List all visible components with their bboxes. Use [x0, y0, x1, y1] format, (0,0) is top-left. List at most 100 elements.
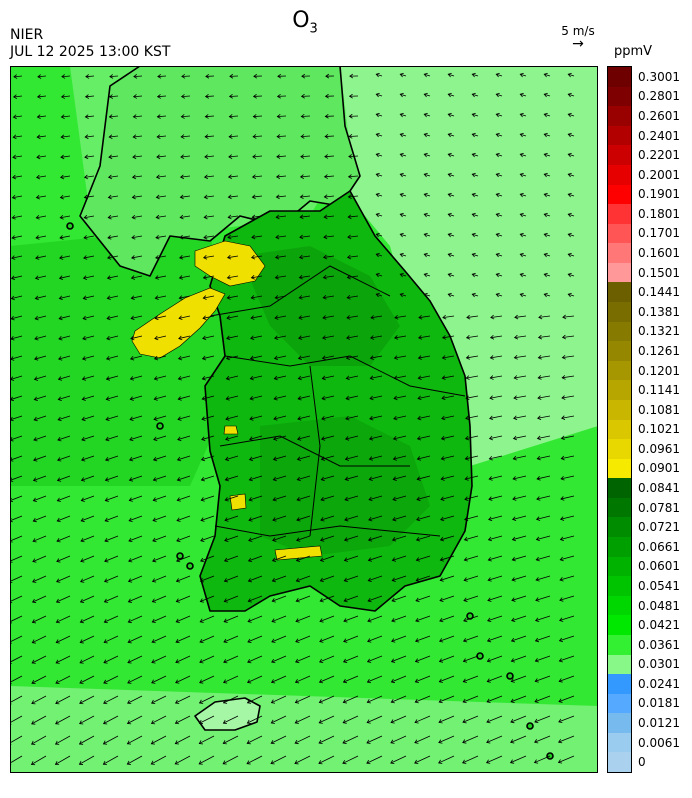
land-areas	[66, 66, 554, 760]
wind-vector-head	[80, 578, 85, 583]
wind-vector-arrow	[223, 675, 239, 683]
wind-vector-arrow	[131, 295, 143, 299]
wind-vector-arrow	[295, 675, 311, 683]
colorbar-swatch	[608, 204, 631, 225]
wind-vector-arrow	[376, 113, 383, 117]
wind-vector-arrow	[270, 755, 287, 764]
colorbar-swatch	[608, 556, 631, 577]
small-island	[186, 562, 194, 570]
wind-vector-arrow	[369, 415, 383, 420]
wind-vector-head	[471, 272, 476, 278]
wind-vector-arrow	[79, 675, 95, 684]
wind-vector-head	[366, 739, 371, 744]
wind-vector-arrow	[534, 695, 551, 703]
dark-interior-region	[240, 246, 400, 366]
wind-vector-arrow	[152, 555, 167, 562]
wind-vector-arrow	[538, 335, 551, 338]
wind-vector-arrow	[60, 155, 71, 158]
wind-vector-arrow	[535, 615, 551, 621]
wind-vector-head	[392, 516, 397, 522]
wind-vector-head	[247, 598, 252, 603]
wind-vector-head	[199, 679, 204, 684]
wind-vector-arrow	[295, 695, 311, 703]
wind-vector-arrow	[250, 355, 263, 359]
wind-vector-head	[344, 516, 349, 522]
wind-vector-arrow	[321, 455, 335, 460]
wind-vector-arrow	[297, 455, 311, 460]
wind-vector-arrow	[32, 535, 47, 542]
wind-vector-arrow	[496, 273, 503, 277]
wind-vector-head	[154, 275, 160, 280]
wind-vector-arrow	[151, 695, 167, 704]
wind-vector-head	[276, 93, 281, 99]
wind-vector-head	[567, 112, 572, 118]
wind-vector-head	[35, 255, 40, 260]
wind-vector-head	[32, 477, 38, 482]
wind-vector-head	[390, 719, 395, 724]
wind-vector-head	[247, 658, 252, 664]
wind-vector-head	[543, 92, 548, 98]
wind-vector-head	[108, 134, 113, 140]
wind-vector-head	[538, 314, 543, 320]
wind-vector-head	[224, 476, 229, 482]
wind-vector-arrow	[392, 535, 407, 541]
wind-vector-head	[423, 152, 428, 158]
wind-vector-arrow	[32, 555, 47, 562]
wind-vector-arrow	[10, 495, 23, 502]
wind-vector-head	[534, 739, 539, 744]
wind-vector-head	[107, 235, 112, 240]
wind-vector-head	[543, 152, 548, 158]
wind-vector-arrow	[367, 675, 383, 683]
wind-vector-head	[320, 496, 325, 502]
wind-vector-arrow	[84, 195, 95, 198]
wind-vector-arrow	[394, 375, 407, 379]
wind-vector-head	[366, 759, 371, 765]
wind-vector-arrow	[200, 615, 215, 623]
wind-vector-head	[59, 174, 65, 180]
wind-vector-head	[126, 720, 132, 725]
wind-vector-arrow	[225, 495, 239, 501]
wind-vector-arrow	[544, 273, 551, 277]
wind-vector-arrow	[152, 535, 167, 542]
wind-vector-head	[54, 760, 60, 766]
wind-vector-arrow	[318, 755, 335, 764]
wind-vector-head	[463, 617, 468, 623]
wind-vector-head	[223, 598, 228, 603]
wind-vector-arrow	[85, 75, 95, 78]
wind-vector-head	[55, 700, 60, 705]
wind-vector-head	[36, 114, 41, 120]
wind-vector-arrow	[59, 275, 71, 279]
wind-vector-arrow	[250, 335, 263, 339]
wind-vector-head	[151, 618, 156, 624]
wind-vector-arrow	[520, 153, 527, 157]
wind-vector-arrow	[366, 735, 383, 744]
wind-vector-head	[32, 578, 37, 583]
wind-vector-head	[466, 314, 471, 320]
wind-vector-head	[368, 456, 373, 461]
wind-vector-head	[153, 436, 158, 442]
wind-vector-arrow	[559, 655, 575, 662]
colorbar-swatch	[608, 86, 631, 107]
wind-vector-arrow	[179, 255, 191, 259]
wind-vector-head	[131, 194, 136, 200]
colorbar-swatch	[608, 282, 631, 303]
wind-vector-arrow	[520, 93, 527, 97]
wind-vector-arrow	[319, 675, 335, 683]
wind-vector-arrow	[296, 575, 311, 582]
wind-vector-arrow	[108, 175, 119, 178]
wind-vector-head	[152, 456, 158, 462]
wind-vector-arrow	[537, 435, 551, 439]
wind-vector-head	[393, 375, 398, 381]
wind-vector-head	[447, 212, 452, 218]
wind-vector-arrow	[346, 375, 359, 379]
wind-vector-arrow	[462, 755, 479, 764]
wind-vector-arrow	[156, 175, 167, 178]
wind-vector-head	[202, 275, 207, 280]
wind-vector-head	[513, 395, 518, 400]
wind-vector-arrow	[298, 355, 311, 359]
wind-vector-arrow	[31, 755, 47, 765]
wind-vector-head	[320, 456, 326, 461]
wind-vector-head	[61, 74, 66, 79]
wind-vector-arrow	[201, 495, 215, 501]
wind-vector-head	[511, 536, 517, 542]
